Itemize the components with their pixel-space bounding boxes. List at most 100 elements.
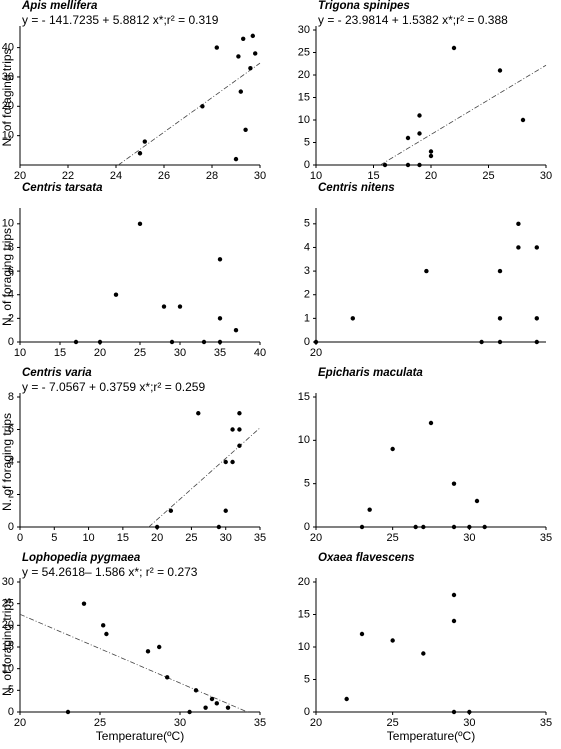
y-tick-label: 20 [2,619,14,631]
point [516,245,521,250]
point [101,623,106,628]
x-tick-label: 10 [14,347,26,359]
point [223,459,228,465]
fit-line [19,613,248,713]
point [230,459,235,465]
y-tick-label: 15 [298,391,310,403]
x-tick-label: 30 [174,347,186,359]
point [413,524,418,530]
x-tick-label: 15 [367,170,379,182]
x-tick-label: 20 [151,532,163,544]
point [137,221,143,227]
x-tick-label: 30 [174,717,186,729]
point [214,45,219,50]
x-tick-label: 30 [463,717,475,729]
point [241,36,246,42]
x-tick-label: 25 [185,532,197,544]
point [73,339,79,345]
point [313,339,319,345]
point [65,709,71,715]
point [467,709,472,715]
y-tick-label: 20 [2,100,14,112]
point [367,507,372,512]
x-tick-label: 25 [134,347,146,359]
point [193,688,199,693]
x-tick-label: 20 [310,347,322,359]
point [359,524,365,530]
point [421,524,426,530]
point [177,304,183,309]
y-tick-label: 8 [8,391,14,403]
fit-line [118,62,261,166]
point [209,696,215,702]
x-tick-label: 25 [387,717,399,729]
point [350,316,355,321]
point [417,113,422,118]
equation: y = 54.2618– 1.586 x*; r² = 0.273 [22,565,198,579]
point [161,304,167,309]
point [237,411,242,416]
x-tick-label: 20 [14,717,26,729]
y-tick-label: 2 [304,289,310,301]
point [214,701,219,706]
point [196,411,201,416]
y-tick-label: 0 [304,159,310,171]
point [217,339,223,345]
point [217,316,223,321]
point [238,89,243,94]
x-tick-label: 35 [214,347,226,359]
point [243,127,248,132]
x-tick-label: 20 [310,532,322,544]
x-tick-label: 35 [254,532,266,544]
y-tick-label: 0 [304,336,310,348]
y-axis-label: N. of foraging trips [0,413,14,511]
point [217,257,223,262]
x-tick-label: 30 [540,170,552,182]
point [421,651,426,656]
x-tick-label: 15 [54,347,66,359]
point [497,68,503,73]
y-tick-label: 10 [2,218,14,230]
panel-title: Centris tarsata [22,182,103,194]
point [113,292,119,297]
point [451,481,457,486]
x-tick-label: 5 [51,532,57,544]
x-tick-label: 20 [94,347,106,359]
y-tick-label: 4 [8,289,14,301]
x-tick-label: 10 [310,170,322,182]
y-tick-label: 15 [2,641,14,653]
x-tick-label: 25 [482,170,494,182]
point [154,524,160,530]
y-tick-label: 30 [2,576,14,588]
x-tick-label: 35 [540,717,552,729]
y-tick-label: 10 [298,641,310,653]
y-tick-label: 20 [298,576,310,588]
x-tick-label: 25 [387,532,399,544]
point [534,339,539,345]
x-tick-label: 25 [94,717,106,729]
y-tick-label: 0 [8,336,14,348]
y-tick-label: 25 [2,598,14,610]
point [168,508,174,513]
equation: y = - 141.7235 + 5.8812 x*;r² = 0.319 [22,13,219,27]
point [497,268,503,274]
point [534,316,539,321]
y-tick-label: 2 [8,312,14,324]
x-tick-label: 22 [62,170,74,182]
y-tick-label: 8 [8,241,14,253]
y-tick-label: 10 [2,130,14,142]
y-tick-label: 5 [8,684,14,696]
x-tick-label: 35 [254,717,266,729]
point [497,339,503,345]
y-tick-label: 6 [8,423,14,435]
y-tick-label: 20 [298,69,310,81]
y-axis-label: N. of foraging trips [0,228,14,326]
point [200,104,205,109]
y-tick-label: 40 [2,42,14,54]
y-tick-label: 4 [8,456,14,468]
equation: y = - 23.9814 + 1.5382 x*;r² = 0.388 [318,13,508,27]
y-tick-label: 0 [304,521,310,533]
y-tick-label: 15 [298,608,310,620]
point [81,601,87,606]
y-tick-label: 30 [2,71,14,83]
